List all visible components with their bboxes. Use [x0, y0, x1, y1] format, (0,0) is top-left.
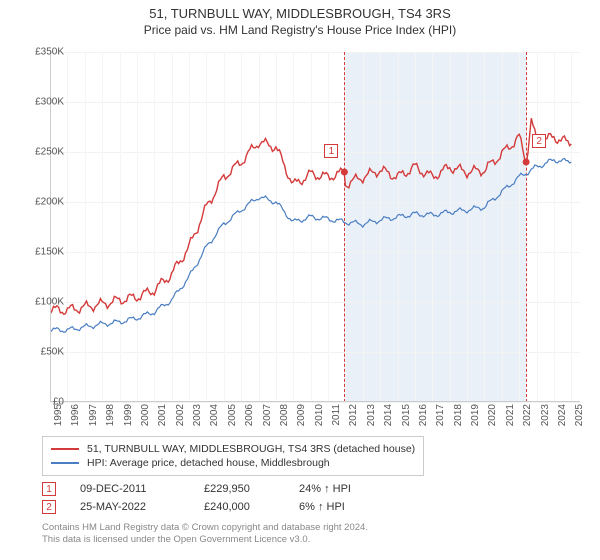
sale-date: 09-DEC-2011 — [80, 483, 204, 495]
legend-swatch — [51, 448, 79, 450]
sale-date: 25-MAY-2022 — [80, 501, 204, 513]
title-block: 51, TURNBULL WAY, MIDDLESBROUGH, TS4 3RS… — [0, 0, 600, 37]
footer-line: Contains HM Land Registry data © Crown c… — [42, 522, 368, 534]
sale-pct: 24% — [299, 483, 321, 495]
x-tick-label: 2011 — [331, 404, 342, 426]
x-tick-label: 2021 — [505, 404, 516, 426]
x-tick-label: 2019 — [470, 404, 481, 426]
x-tick-label: 2010 — [314, 404, 325, 426]
x-tick-label: 2001 — [157, 404, 168, 426]
footer-line: This data is licensed under the Open Gov… — [42, 534, 368, 546]
x-tick-label: 2008 — [279, 404, 290, 426]
x-tick-label: 1999 — [123, 404, 134, 426]
y-tick-label: £250K — [35, 147, 64, 158]
sale-index-badge: 1 — [42, 482, 56, 496]
legend-swatch — [51, 462, 79, 464]
legend-row: HPI: Average price, detached house, Midd… — [51, 456, 415, 470]
x-tick-label: 2005 — [227, 404, 238, 426]
x-tick-label: 2007 — [262, 404, 273, 426]
x-tick-label: 2023 — [540, 404, 551, 426]
legend-label: 51, TURNBULL WAY, MIDDLESBROUGH, TS4 3RS… — [87, 443, 415, 455]
root: 51, TURNBULL WAY, MIDDLESBROUGH, TS4 3RS… — [0, 0, 600, 560]
x-tick-label: 2006 — [244, 404, 255, 426]
x-tick-label: 2013 — [366, 404, 377, 426]
x-tick-label: 1998 — [105, 404, 116, 426]
sale-suffix: HPI — [333, 483, 351, 495]
marker-box-1: 1 — [324, 144, 338, 158]
y-tick-label: £200K — [35, 197, 64, 208]
x-tick-label: 2004 — [209, 404, 220, 426]
x-tick-label: 1997 — [88, 404, 99, 426]
x-tick-label: 2002 — [175, 404, 186, 426]
legend: 51, TURNBULL WAY, MIDDLESBROUGH, TS4 3RS… — [42, 436, 424, 476]
sale-pct: 6% — [299, 501, 315, 513]
x-tick-label: 2024 — [557, 404, 568, 426]
sales-row: 1 09-DEC-2011 £229,950 24% ↑ HPI — [42, 480, 399, 498]
x-tick-label: 1995 — [53, 404, 64, 426]
title-sub: Price paid vs. HM Land Registry's House … — [0, 23, 600, 37]
up-arrow-icon: ↑ — [318, 501, 324, 513]
sale-vs-hpi: 6% ↑ HPI — [299, 501, 399, 513]
x-tick-label: 2012 — [348, 404, 359, 426]
marker-box-2: 2 — [532, 134, 546, 148]
sales-row: 2 25-MAY-2022 £240,000 6% ↑ HPI — [42, 498, 399, 516]
y-tick-label: £350K — [35, 47, 64, 58]
line-series — [50, 52, 580, 402]
title-main: 51, TURNBULL WAY, MIDDLESBROUGH, TS4 3RS — [0, 6, 600, 21]
x-tick-label: 2000 — [140, 404, 151, 426]
x-tick-label: 2022 — [522, 404, 533, 426]
sale-vs-hpi: 24% ↑ HPI — [299, 483, 399, 495]
footer-attribution: Contains HM Land Registry data © Crown c… — [42, 522, 368, 546]
x-tick-label: 1996 — [70, 404, 81, 426]
x-tick-label: 2018 — [453, 404, 464, 426]
x-tick-label: 2016 — [418, 404, 429, 426]
sale-price: £229,950 — [204, 483, 299, 495]
legend-row: 51, TURNBULL WAY, MIDDLESBROUGH, TS4 3RS… — [51, 442, 415, 456]
sales-table: 1 09-DEC-2011 £229,950 24% ↑ HPI 2 25-MA… — [42, 480, 399, 516]
sale-price: £240,000 — [204, 501, 299, 513]
x-tick-label: 2025 — [574, 404, 585, 426]
chart: 1 2 — [50, 52, 580, 402]
y-tick-label: £50K — [41, 347, 64, 358]
x-tick-label: 2003 — [192, 404, 203, 426]
y-tick-label: £300K — [35, 97, 64, 108]
x-tick-label: 2020 — [487, 404, 498, 426]
x-tick-label: 2009 — [296, 404, 307, 426]
x-tick-label: 2014 — [383, 404, 394, 426]
y-tick-label: £100K — [35, 297, 64, 308]
sale-index-badge: 2 — [42, 500, 56, 514]
sale-suffix: HPI — [327, 501, 345, 513]
y-tick-label: £150K — [35, 247, 64, 258]
x-tick-label: 2015 — [401, 404, 412, 426]
x-tick-label: 2017 — [435, 404, 446, 426]
legend-label: HPI: Average price, detached house, Midd… — [87, 457, 330, 469]
up-arrow-icon: ↑ — [324, 483, 330, 495]
